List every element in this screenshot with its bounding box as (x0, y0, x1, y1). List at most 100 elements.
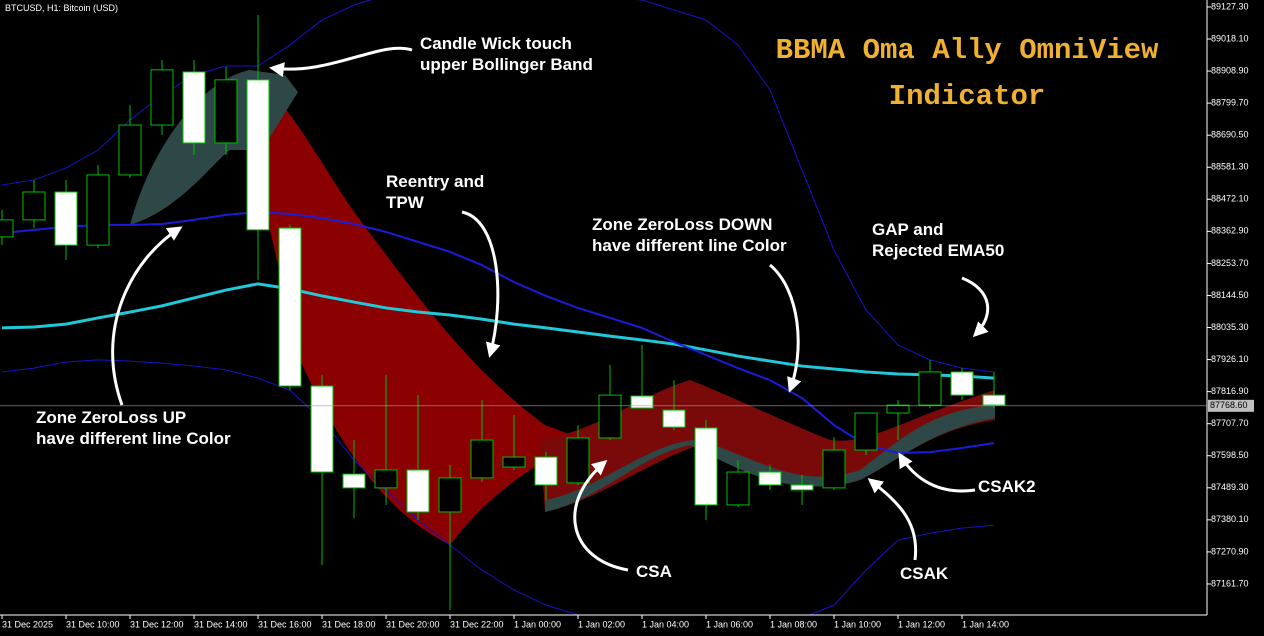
y-tick-label: 88253.70 (1211, 258, 1249, 268)
zone-cloud (540, 380, 995, 512)
candle-body (246, 79, 270, 231)
candle-body (342, 473, 366, 489)
y-tick-label: 88362.90 (1211, 226, 1249, 236)
annotation: Reentry and TPW (386, 171, 484, 213)
x-tick-label: 31 Dec 12:00 (130, 619, 184, 629)
candle-body (630, 395, 654, 409)
candle-body (214, 79, 238, 144)
x-tick-label: 31 Dec 10:00 (66, 619, 120, 629)
candle-body (502, 456, 526, 468)
series-layer (0, 0, 1006, 615)
arrow (573, 460, 629, 572)
y-tick-label: 88581.30 (1211, 162, 1249, 172)
x-tick-label: 31 Dec 2025 (2, 619, 53, 629)
arrow (769, 263, 802, 393)
arrow (461, 210, 501, 358)
symbol-label: BTCUSD, H1: Bitcoin (USD) (5, 3, 119, 13)
annotation-line: TPW (386, 193, 424, 212)
y-tick-label: 88472.10 (1211, 194, 1249, 204)
candle-body (854, 412, 878, 451)
candle-body (886, 404, 910, 414)
candle-body (662, 409, 686, 428)
y-tick-label: 87926.10 (1211, 354, 1249, 364)
y-tick-label: 89018.10 (1211, 33, 1249, 43)
x-tick-label: 1 Jan 10:00 (834, 619, 881, 629)
candle-body (54, 191, 78, 246)
annotation-line: have different line Color (592, 236, 787, 255)
y-tick-label: 87270.90 (1211, 546, 1249, 556)
annotation: CSAK (900, 563, 948, 584)
x-tick-label: 31 Dec 14:00 (194, 619, 248, 629)
x-tick-label: 31 Dec 16:00 (258, 619, 312, 629)
arrow (961, 276, 990, 338)
annotation-line: GAP and (872, 220, 944, 239)
y-tick-label: 88799.70 (1211, 98, 1249, 108)
annotation: Zone ZeroLoss DOWN have different line Co… (592, 214, 787, 256)
candle-body (22, 191, 46, 221)
x-tick-label: 1 Jan 04:00 (642, 619, 689, 629)
annotation: Zone ZeroLoss UP have different line Colo… (36, 407, 231, 449)
x-tick-label: 31 Dec 20:00 (386, 619, 440, 629)
indicator-line (1, 282, 995, 380)
candle-body (822, 449, 846, 489)
indicator-line (1, 359, 995, 615)
candle-body (918, 371, 942, 406)
candle-body (726, 471, 750, 506)
y-tick-label: 87380.10 (1211, 514, 1249, 524)
annotation-line: Candle Wick touch (420, 34, 572, 53)
y-tick-label: 88908.90 (1211, 65, 1249, 75)
x-tick-label: 1 Jan 02:00 (578, 619, 625, 629)
x-tick-label: 1 Jan 08:00 (770, 619, 817, 629)
annotation: CSA (636, 561, 672, 582)
candle-body (758, 471, 782, 486)
arrow (867, 478, 918, 561)
candle-body (470, 439, 494, 479)
y-tick-label: 89127.30 (1211, 1, 1249, 11)
y-tick-label: 87816.90 (1211, 386, 1249, 396)
candle-body (598, 394, 622, 439)
candle-body (406, 469, 430, 513)
plot-area (0, 0, 1006, 615)
annotation: GAP and Rejected EMA50 (872, 219, 1004, 261)
y-tick-label: 87707.70 (1211, 418, 1249, 428)
annotation-line: Zone ZeroLoss DOWN (592, 215, 773, 234)
y-tick-label: 87161.70 (1211, 578, 1249, 588)
y-tick-label: 88035.30 (1211, 322, 1249, 332)
candle-body (694, 427, 718, 506)
annotation-line: Rejected EMA50 (872, 241, 1005, 260)
candle-body (86, 174, 110, 246)
arrow (269, 46, 413, 78)
candle-body (150, 69, 174, 126)
arrow (898, 452, 976, 493)
y-tick-label: 87598.50 (1211, 450, 1249, 460)
annotation-line: CSAK (900, 564, 949, 583)
arrows (111, 46, 990, 572)
y-tick-label: 87489.30 (1211, 482, 1249, 492)
candle-body (566, 437, 590, 484)
candle-body (438, 477, 462, 513)
x-tick-label: 31 Dec 18:00 (322, 619, 376, 629)
annotation-line: Zone ZeroLoss UP (36, 408, 187, 427)
x-tick-label: 1 Jan 06:00 (706, 619, 753, 629)
candle-body (278, 227, 302, 387)
annotation: CSAK2 (978, 476, 1036, 497)
candle-body (182, 71, 206, 144)
candle-body (950, 371, 974, 396)
candle-body (982, 394, 1006, 406)
last-price-label: 87768.60 (1210, 400, 1248, 410)
chart-title: BBMA Oma Ally OmniView Indicator (775, 34, 1159, 113)
x-tick-label: 1 Jan 14:00 (962, 619, 1009, 629)
candle-body (0, 219, 14, 238)
annotation-line: CSA (636, 562, 672, 581)
x-tick-label: 31 Dec 22:00 (450, 619, 504, 629)
candle-body (534, 456, 558, 486)
y-tick-label: 88144.50 (1211, 290, 1249, 300)
candle-body (118, 124, 142, 176)
annotation-line: upper Bollinger Band (420, 55, 593, 74)
zone-cloud (265, 85, 585, 545)
arrow (111, 226, 183, 406)
annotation: Candle Wick touch upper Bollinger Band (420, 33, 593, 75)
candle-body (790, 484, 814, 491)
annotation-line: have different line Color (36, 429, 231, 448)
